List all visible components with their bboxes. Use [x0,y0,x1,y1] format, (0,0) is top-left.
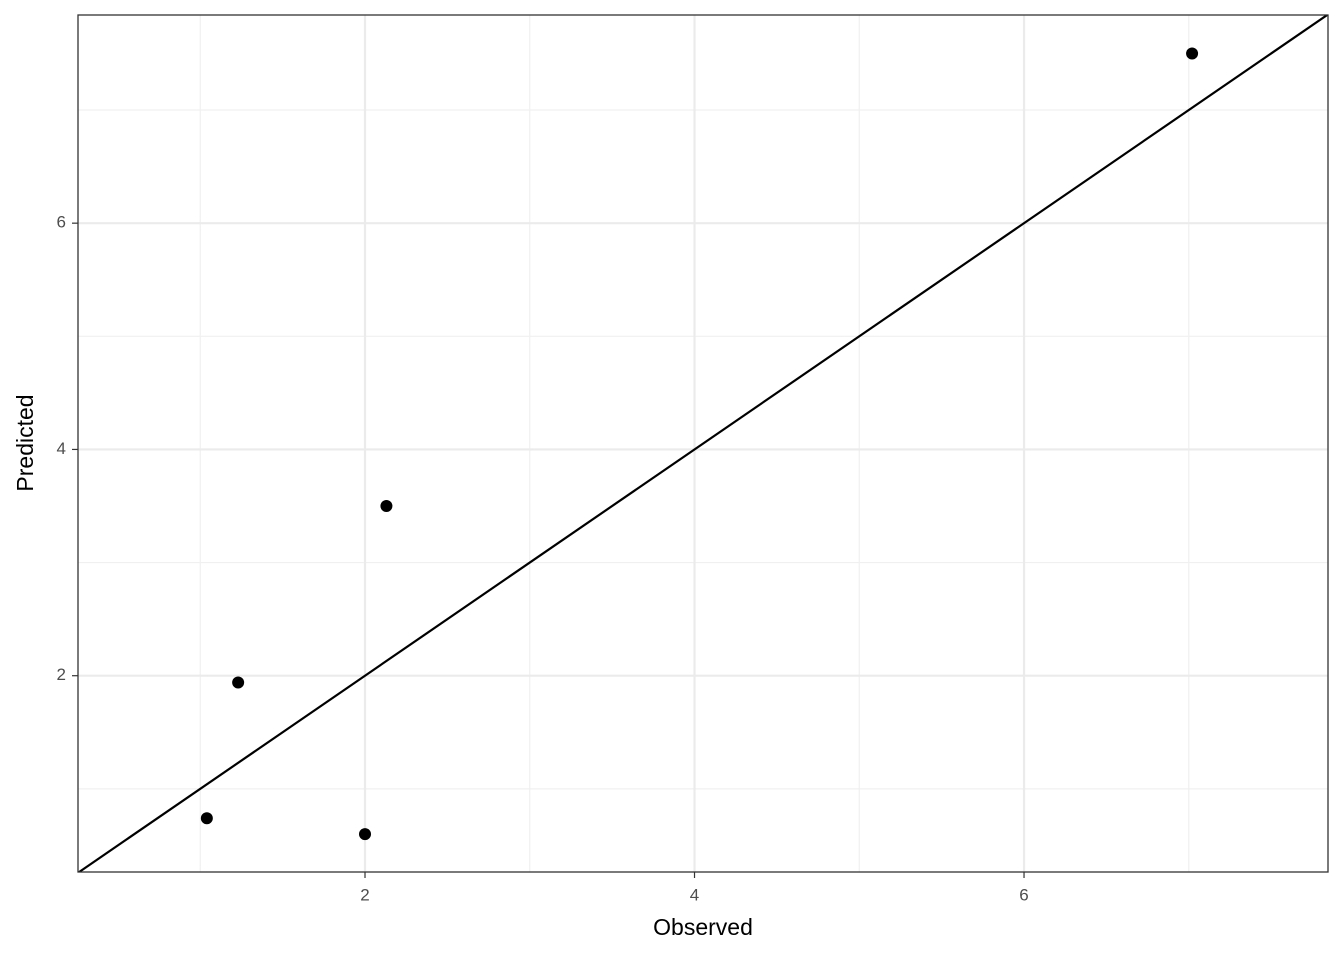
point [380,500,393,513]
plot-area [78,15,1328,872]
point [359,828,372,841]
plot-border [77,14,1329,873]
grid [78,15,1328,872]
x-tick-label: 4 [690,885,699,904]
point [232,676,245,689]
y-tick-label: 6 [57,213,66,232]
x-axis-title: Observed [653,914,753,940]
axes: 2 4 6 2 4 6 [57,213,1029,905]
y-tick-label: 4 [57,439,66,458]
x-tick-label: 2 [360,885,369,904]
y-tick-label: 2 [57,665,66,684]
y-axis-title: Predicted [12,394,38,491]
reference-line [78,15,1328,872]
x-tick-label: 6 [1019,885,1028,904]
point [200,812,213,825]
point [1186,47,1199,60]
